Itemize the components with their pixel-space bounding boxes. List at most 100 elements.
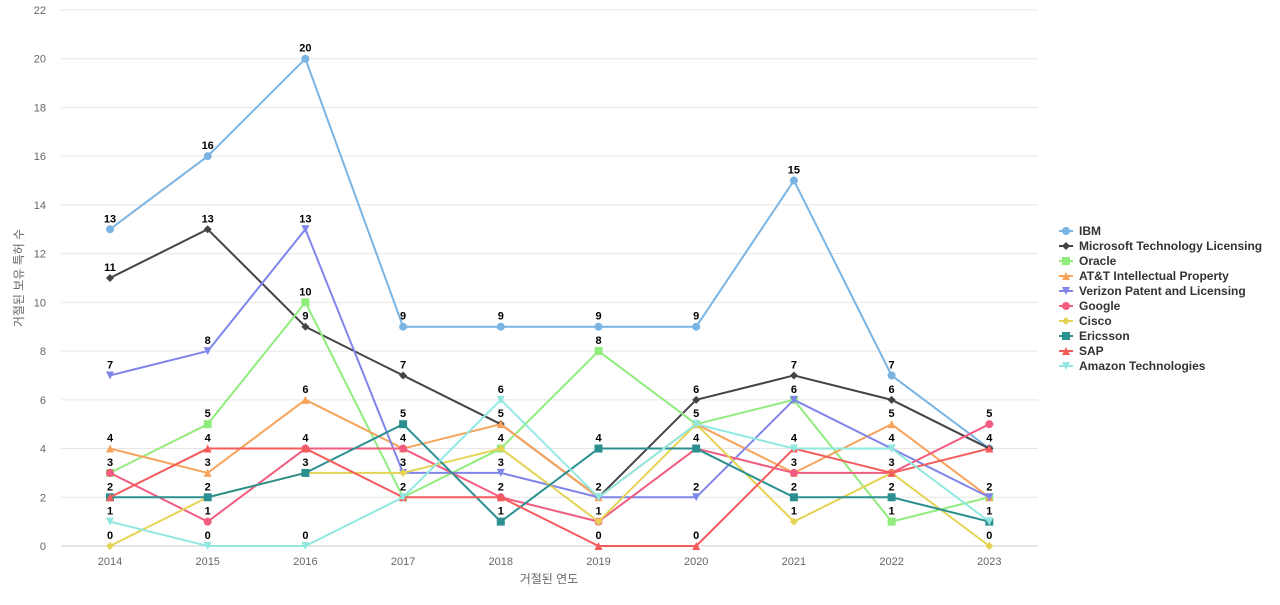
data-point-marker[interactable] xyxy=(106,444,114,453)
data-point-marker[interactable] xyxy=(594,347,603,356)
data-point-marker[interactable] xyxy=(985,493,994,502)
legend-item[interactable]: SAP xyxy=(1059,344,1104,358)
data-point-marker[interactable] xyxy=(399,371,408,380)
data-point-marker[interactable] xyxy=(594,322,603,331)
data-point-marker[interactable] xyxy=(887,444,896,453)
data-point-marker[interactable] xyxy=(301,444,310,453)
data-point-marker[interactable] xyxy=(203,468,212,477)
data-point-marker[interactable] xyxy=(203,420,212,429)
data-point-marker[interactable] xyxy=(203,152,212,161)
data-point-marker[interactable] xyxy=(399,493,408,502)
data-point-marker[interactable] xyxy=(692,322,701,331)
data-point-marker[interactable] xyxy=(301,395,310,404)
data-point-marker[interactable] xyxy=(496,468,505,477)
legend-item[interactable]: Amazon Technologies xyxy=(1059,359,1206,373)
legend-item[interactable]: AT&T Intellectual Property xyxy=(1059,269,1229,283)
data-point-marker[interactable] xyxy=(106,542,114,550)
data-point-marker[interactable] xyxy=(203,517,212,526)
legend-marker-icon xyxy=(1062,227,1070,235)
data-point-marker[interactable] xyxy=(301,54,310,63)
data-label: 16 xyxy=(202,140,214,152)
legend-item[interactable]: Ericsson xyxy=(1059,329,1130,343)
series-line[interactable] xyxy=(109,57,991,450)
data-point-marker[interactable] xyxy=(594,493,603,502)
data-point-marker[interactable] xyxy=(496,444,505,453)
data-point-marker[interactable] xyxy=(789,468,798,477)
data-label: 3 xyxy=(498,457,504,469)
data-point-marker[interactable] xyxy=(106,225,114,234)
data-point-marker[interactable] xyxy=(692,420,701,429)
data-point-marker[interactable] xyxy=(887,395,896,404)
data-point-marker[interactable] xyxy=(203,542,212,550)
data-label: 9 xyxy=(302,311,308,323)
series-line[interactable] xyxy=(109,228,991,499)
data-point-marker[interactable] xyxy=(106,371,114,380)
legend-item[interactable]: Microsoft Technology Licensing xyxy=(1059,239,1262,253)
series-line[interactable] xyxy=(109,423,991,523)
data-point-marker[interactable] xyxy=(496,420,505,429)
data-point-marker[interactable] xyxy=(789,176,798,185)
y-tick-label: 20 xyxy=(34,54,46,66)
data-point-marker[interactable] xyxy=(496,395,505,404)
data-point-marker[interactable] xyxy=(106,493,114,502)
x-tick-label: 2014 xyxy=(98,556,122,568)
data-point-marker[interactable] xyxy=(496,493,505,502)
data-point-marker[interactable] xyxy=(985,444,994,453)
legend-item[interactable]: IBM xyxy=(1059,224,1101,238)
legend-item[interactable]: Google xyxy=(1059,299,1121,313)
data-point-marker[interactable] xyxy=(106,468,114,477)
data-point-marker[interactable] xyxy=(203,225,212,234)
data-point-marker[interactable] xyxy=(496,322,505,331)
data-point-marker[interactable] xyxy=(106,274,114,282)
data-point-marker[interactable] xyxy=(301,225,310,234)
series-line[interactable] xyxy=(109,398,991,547)
data-point-marker[interactable] xyxy=(301,298,310,307)
data-point-marker[interactable] xyxy=(301,322,310,331)
series-line[interactable] xyxy=(109,228,991,499)
data-point-marker[interactable] xyxy=(399,420,408,429)
data-point-marker[interactable] xyxy=(203,493,212,502)
series-line[interactable] xyxy=(109,447,991,547)
data-point-marker[interactable] xyxy=(106,517,114,526)
y-tick-label: 12 xyxy=(34,249,46,261)
data-point-marker[interactable] xyxy=(789,371,798,380)
data-point-marker[interactable] xyxy=(789,395,798,404)
data-point-marker[interactable] xyxy=(301,468,310,477)
data-point-marker[interactable] xyxy=(985,420,994,429)
data-point-marker[interactable] xyxy=(692,493,701,502)
legend-label: SAP xyxy=(1079,344,1104,358)
data-point-marker[interactable] xyxy=(887,493,896,502)
data-label: 5 xyxy=(889,408,895,420)
data-point-marker[interactable] xyxy=(887,468,896,477)
data-point-marker[interactable] xyxy=(594,444,603,453)
data-point-marker[interactable] xyxy=(594,542,603,550)
data-label: 2 xyxy=(889,481,895,493)
legend-item[interactable]: Verizon Patent and Licensing xyxy=(1059,284,1246,298)
data-label: 4 xyxy=(205,433,212,445)
data-point-marker[interactable] xyxy=(496,517,505,526)
data-point-marker[interactable] xyxy=(985,542,994,550)
series-line[interactable] xyxy=(109,423,991,523)
data-point-marker[interactable] xyxy=(789,517,798,526)
legend-marker-icon xyxy=(1062,257,1070,265)
data-point-marker[interactable] xyxy=(985,517,994,526)
data-point-marker[interactable] xyxy=(594,517,603,526)
data-point-marker[interactable] xyxy=(692,395,701,404)
data-point-marker[interactable] xyxy=(887,371,896,380)
data-point-marker[interactable] xyxy=(203,347,212,356)
data-point-marker[interactable] xyxy=(203,444,212,453)
data-point-marker[interactable] xyxy=(692,444,701,453)
data-label: 4 xyxy=(889,433,896,445)
data-point-marker[interactable] xyxy=(399,322,408,331)
data-point-marker[interactable] xyxy=(887,517,896,526)
legend-item[interactable]: Cisco xyxy=(1059,314,1112,328)
legend-item[interactable]: Oracle xyxy=(1059,254,1117,268)
data-point-marker[interactable] xyxy=(301,542,310,550)
data-point-marker[interactable] xyxy=(887,420,896,429)
data-point-marker[interactable] xyxy=(789,444,798,453)
data-point-marker[interactable] xyxy=(692,542,701,550)
data-point-marker[interactable] xyxy=(399,468,408,477)
data-point-marker[interactable] xyxy=(789,493,798,502)
data-point-marker[interactable] xyxy=(399,444,408,453)
